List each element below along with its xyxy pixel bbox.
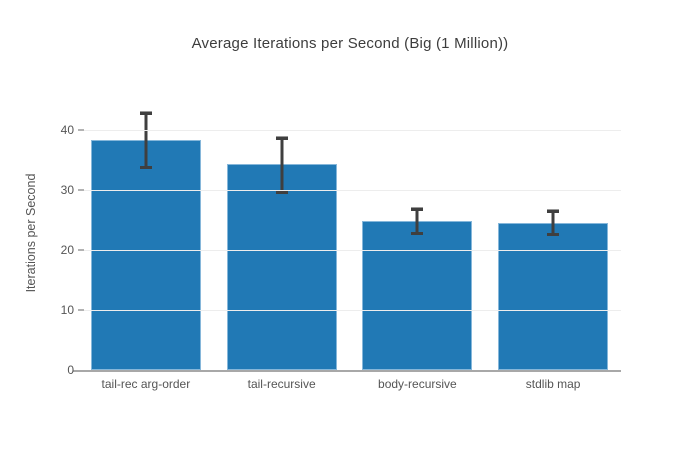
bars-row (78, 100, 621, 370)
x-tick-label-1: tail-recursive (247, 377, 316, 391)
error-bar-cap-top (275, 136, 288, 141)
bar-slot-3 (485, 100, 621, 370)
y-tick-label-0: 0 (67, 363, 74, 377)
y-tick-label-40: 40 (60, 123, 74, 137)
x-axis-tick-labels: tail-rec arg-order tail-recursive body-rec… (78, 377, 621, 391)
error-bar-line (415, 208, 419, 234)
error-bar-cap-top (139, 111, 152, 115)
error-bar-cap-top (547, 208, 560, 213)
y-tick-mark-40 (78, 129, 84, 131)
y-tick-mark-10 (78, 309, 84, 311)
bar-slot-0 (78, 100, 214, 370)
bar-slot-1 (214, 100, 350, 370)
y-tick-mark-20 (78, 249, 84, 251)
bar-stdlib-map (498, 223, 609, 370)
bar-tail-rec-arg-order (90, 139, 201, 370)
plot-area (73, 100, 621, 372)
y-tick-label-30: 30 (60, 183, 74, 197)
x-tick-label-2: body-recursive (378, 377, 457, 391)
error-bar-cap-bottom (411, 231, 424, 235)
error-bar-cap-bottom (139, 166, 152, 170)
x-tick-label-3: stdlib map (525, 377, 581, 391)
y-tick-label-20: 20 (60, 243, 74, 257)
gridline-40 (78, 129, 621, 131)
y-tick-mark-30 (78, 189, 84, 191)
gridline-30 (78, 189, 621, 191)
error-bar-cap-top (411, 207, 424, 211)
gridline-10 (78, 309, 621, 311)
error-bar-line (551, 209, 555, 235)
bar-body-recursive (362, 221, 473, 370)
gridline-20 (78, 249, 621, 251)
error-bar-line (144, 112, 148, 169)
error-bar-cap-bottom (547, 233, 560, 236)
chart-title: Average Iterations per Second (Big (1 Mi… (191, 35, 509, 52)
error-bar-line (280, 137, 284, 193)
x-tick-label-0: tail-rec arg-order (101, 377, 191, 391)
y-tick-label-10: 10 (60, 303, 74, 317)
bar-slot-2 (350, 100, 486, 370)
bar-tail-recursive (226, 164, 337, 370)
error-bar-cap-bottom (275, 191, 288, 194)
y-axis-tick-labels: 0 10 20 30 40 (0, 100, 74, 377)
x-axis-line (73, 370, 621, 372)
